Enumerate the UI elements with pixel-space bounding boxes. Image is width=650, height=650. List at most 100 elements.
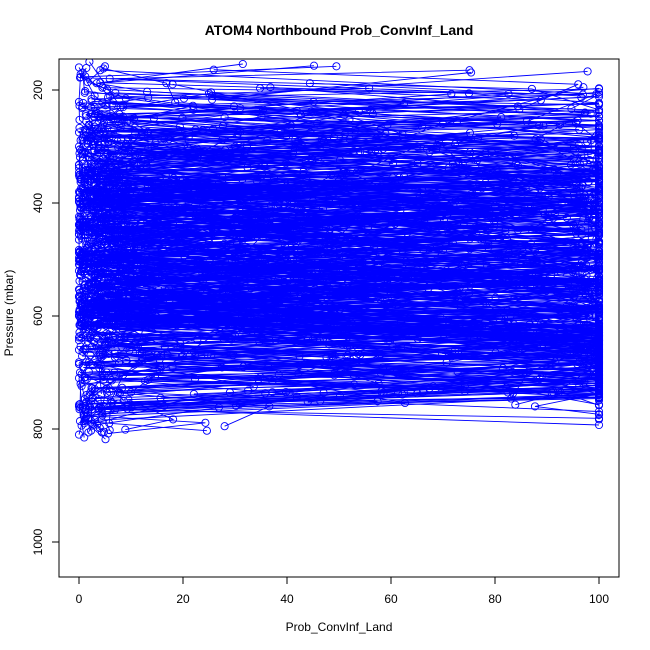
data-point — [283, 227, 293, 236]
data-point — [477, 184, 487, 193]
data-point — [508, 389, 517, 398]
data-point — [335, 156, 345, 165]
data-point — [104, 137, 113, 147]
data-point — [178, 351, 188, 360]
data-point — [373, 397, 382, 406]
data-point — [110, 349, 119, 358]
data-point — [386, 299, 395, 308]
data-point — [86, 215, 95, 224]
data-point — [579, 197, 588, 206]
data-point — [594, 393, 604, 402]
data-point — [292, 205, 301, 214]
data-point — [104, 93, 113, 102]
data-point — [433, 141, 442, 150]
data-point — [129, 156, 138, 165]
data-point — [337, 179, 346, 188]
data-point — [304, 293, 313, 302]
data-point — [432, 145, 441, 154]
data-point — [214, 403, 223, 412]
data-point — [381, 307, 390, 316]
data-point — [263, 276, 272, 285]
data-point — [356, 147, 365, 156]
data-point — [243, 305, 252, 314]
data-point — [291, 262, 300, 271]
data-point — [536, 135, 545, 144]
data-point — [236, 127, 245, 136]
data-point — [492, 165, 501, 174]
data-point — [74, 212, 84, 221]
data-point — [195, 149, 204, 158]
data-point — [125, 346, 134, 355]
data-point — [236, 104, 245, 113]
data-point — [306, 128, 315, 137]
data-point — [452, 292, 461, 301]
data-point — [247, 284, 256, 293]
data-point — [366, 105, 375, 114]
data-point — [594, 111, 604, 121]
x-tick-label: 80 — [488, 592, 502, 606]
data-point — [358, 258, 367, 267]
data-point — [273, 194, 282, 204]
data-point — [542, 286, 551, 295]
data-point — [111, 179, 120, 188]
data-point — [79, 314, 88, 323]
data-point — [555, 387, 564, 396]
data-point — [81, 236, 90, 245]
data-point — [155, 366, 164, 375]
data-point — [485, 224, 494, 234]
data-point — [108, 296, 117, 305]
data-point — [434, 137, 443, 147]
data-point — [498, 363, 507, 373]
data-point — [297, 205, 306, 214]
data-point — [386, 221, 396, 230]
data-point — [341, 302, 350, 312]
data-point — [109, 300, 118, 309]
data-point — [541, 314, 550, 323]
data-point — [80, 417, 89, 426]
data-point — [156, 219, 165, 228]
data-point — [105, 180, 114, 189]
data-point — [594, 209, 604, 218]
data-point — [88, 277, 98, 286]
data-point — [105, 159, 114, 168]
data-point — [114, 312, 124, 321]
data-point — [299, 182, 308, 191]
data-point — [190, 210, 200, 219]
data-point — [364, 201, 373, 210]
data-point — [542, 334, 552, 343]
data-point — [100, 253, 110, 262]
data-point — [203, 350, 212, 359]
data-point — [75, 405, 84, 414]
data-point — [176, 343, 185, 352]
data-point — [296, 292, 306, 301]
data-point — [244, 271, 254, 280]
data-point — [240, 150, 249, 160]
data-point — [79, 218, 88, 227]
data-point — [340, 110, 349, 119]
data-point — [122, 356, 131, 365]
data-point — [161, 171, 170, 180]
data-point — [594, 346, 604, 355]
data-point — [259, 232, 268, 241]
data-point — [383, 120, 392, 130]
data-point — [118, 383, 127, 392]
data-point — [587, 278, 596, 287]
data-point — [114, 240, 124, 249]
data-point — [369, 252, 378, 261]
data-point — [573, 310, 582, 319]
data-point — [232, 237, 241, 246]
data-point — [564, 280, 573, 289]
data-point — [74, 400, 84, 409]
data-point — [126, 118, 135, 127]
data-point — [401, 257, 410, 266]
data-point — [388, 300, 397, 309]
data-point — [231, 401, 241, 410]
data-point — [318, 277, 327, 286]
data-point — [584, 286, 593, 295]
data-point — [460, 387, 469, 396]
data-point — [202, 426, 211, 435]
data-point — [544, 192, 553, 201]
data-point — [376, 125, 385, 134]
data-point — [249, 315, 258, 325]
data-point — [372, 134, 381, 143]
